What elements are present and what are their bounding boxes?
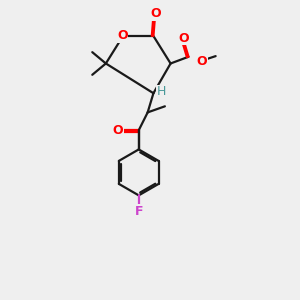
Text: O: O: [178, 32, 188, 45]
Text: O: O: [196, 55, 207, 68]
Text: O: O: [150, 8, 161, 20]
Text: O: O: [117, 29, 128, 42]
Text: H: H: [157, 85, 166, 98]
Text: F: F: [134, 205, 143, 218]
Text: O: O: [112, 124, 123, 137]
